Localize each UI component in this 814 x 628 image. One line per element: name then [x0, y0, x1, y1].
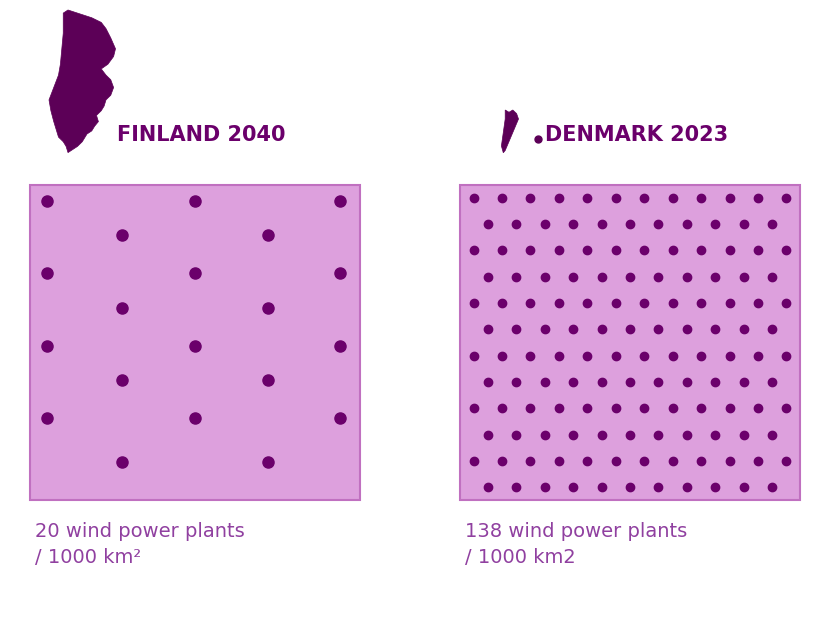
Text: 138 wind power plants: 138 wind power plants [465, 522, 687, 541]
Bar [30, 185, 360, 500]
Bar [460, 185, 800, 500]
Polygon shape [501, 110, 519, 153]
Polygon shape [49, 10, 116, 153]
Text: 20 wind power plants: 20 wind power plants [35, 522, 245, 541]
Text: / 1000 km2: / 1000 km2 [465, 548, 575, 567]
Text: / 1000 km²: / 1000 km² [35, 548, 142, 567]
Text: FINLAND 2040: FINLAND 2040 [117, 125, 286, 145]
Text: DENMARK 2023: DENMARK 2023 [545, 125, 729, 145]
